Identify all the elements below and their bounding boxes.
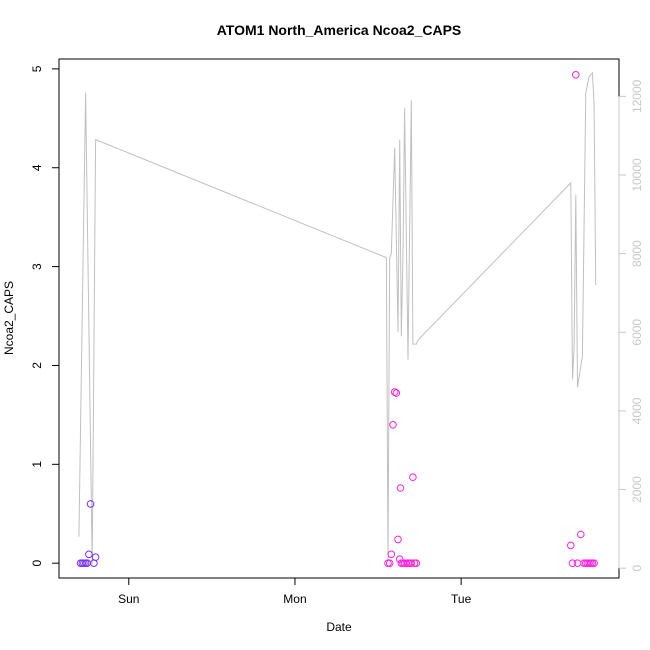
- data-point: [86, 500, 95, 508]
- point-series: [76, 71, 598, 568]
- y2-tick-label: 12000: [630, 79, 644, 113]
- line-series: [78, 71, 597, 565]
- y2-tick-label: 6000: [630, 319, 644, 346]
- x-tick-label: Mon: [283, 592, 306, 606]
- y-axis-right: 0 2000 4000 6000 8000 10000 12000: [618, 79, 644, 572]
- y-tick-label: 2: [30, 362, 44, 369]
- y-tick-label: 5: [30, 65, 44, 72]
- data-point: [573, 559, 582, 568]
- data-point: [567, 541, 575, 550]
- data-point: [389, 421, 397, 429]
- data-point: [385, 559, 394, 568]
- x-tick-label: Sun: [118, 592, 139, 606]
- data-point: [91, 553, 100, 562]
- data-point: [390, 388, 399, 396]
- x-axis-label: Date: [326, 620, 352, 634]
- data-point: [387, 550, 396, 559]
- x-axis: Sun Mon Tue: [118, 577, 472, 606]
- data-point: [407, 559, 416, 568]
- y2-tick-label: 2000: [630, 476, 644, 503]
- y2-tick-label: 0: [630, 565, 644, 572]
- y-tick-label: 3: [30, 263, 44, 270]
- chart-title: ATOM1 North_America Ncoa2_CAPS: [217, 22, 462, 38]
- y-tick-label: 0: [30, 560, 44, 567]
- data-point: [568, 559, 577, 568]
- y2-tick-label: 10000: [630, 158, 644, 192]
- x-tick-label: Tue: [451, 592, 472, 606]
- data-point: [412, 559, 421, 568]
- data-point: [577, 530, 585, 539]
- plot-frame: [58, 58, 620, 579]
- data-point: [396, 484, 405, 492]
- y2-tick-label: 4000: [630, 397, 644, 424]
- data-point: [392, 389, 401, 397]
- data-point: [394, 535, 402, 544]
- series-line: [78, 71, 597, 565]
- data-point: [85, 550, 93, 559]
- data-point: [572, 71, 580, 79]
- data-point: [590, 559, 598, 568]
- data-point: [409, 473, 417, 482]
- y-axis-label: Ncoa2_CAPS: [2, 281, 16, 355]
- y-tick-label: 1: [30, 461, 44, 468]
- y-axis-left: 0 1 2 3 4 5: [30, 65, 60, 567]
- y2-tick-label: 8000: [630, 240, 644, 267]
- y-tick-label: 4: [30, 164, 44, 171]
